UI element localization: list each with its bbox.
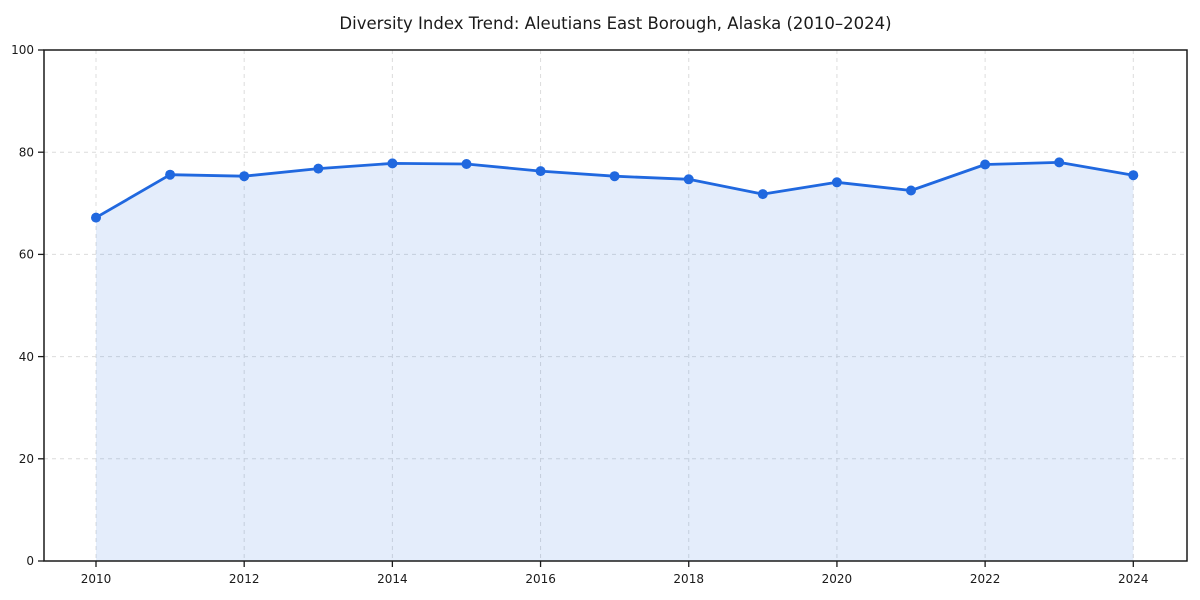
y-tick-label: 100	[11, 43, 34, 57]
data-point-2014	[387, 158, 398, 169]
data-point-2019	[757, 189, 768, 200]
y-tick-label: 40	[19, 350, 34, 364]
data-point-2018	[683, 174, 694, 185]
area-fill-layer	[96, 162, 1134, 561]
x-tick-label: 2010	[81, 572, 112, 586]
x-tick-label: 2020	[822, 572, 853, 586]
data-point-2020	[831, 177, 842, 188]
tick-labels-layer: 2010 2012 2014 2016 2018 2020 2022 2024 0 20 40 60 8…	[11, 43, 1148, 586]
y-tick-label: 0	[26, 554, 34, 568]
plot-box	[43, 49, 1188, 562]
data-point-2010	[91, 212, 101, 223]
chart-title: Diversity Index Trend: Aleutians East Bo…	[339, 14, 891, 33]
data-point-2015	[461, 159, 472, 169]
data-point-2011	[165, 169, 176, 180]
data-point-2021	[906, 185, 916, 196]
y-tick-label: 80	[19, 145, 34, 159]
data-point-2013	[313, 163, 324, 174]
data-points-layer	[91, 157, 1139, 223]
data-point-2016	[535, 166, 546, 177]
data-point-2017	[609, 171, 620, 182]
x-tick-label: 2014	[377, 572, 408, 586]
area-fill	[96, 162, 1134, 561]
x-tick-label: 2024	[1118, 572, 1149, 586]
axes-layer	[38, 49, 1188, 567]
data-point-2022	[980, 159, 991, 170]
data-point-2012	[239, 171, 250, 182]
x-tick-label: 2016	[525, 572, 556, 586]
x-tick-label: 2022	[970, 572, 1001, 586]
x-tick-label: 2012	[229, 572, 260, 586]
data-point-2024	[1128, 170, 1139, 181]
x-tick-label: 2018	[673, 572, 704, 586]
y-tick-label: 60	[19, 248, 34, 262]
data-point-2023	[1054, 157, 1065, 168]
y-tick-label: 20	[19, 452, 34, 466]
